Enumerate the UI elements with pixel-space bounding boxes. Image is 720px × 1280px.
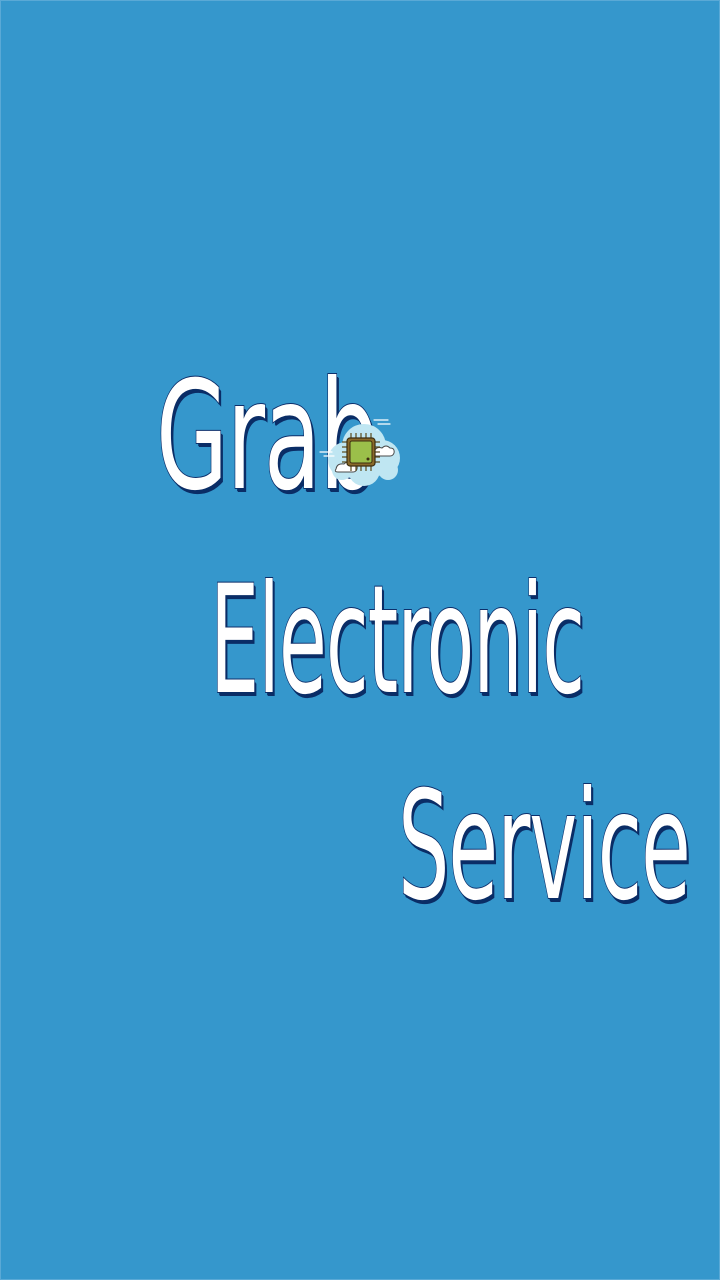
title-word-grab: Grab xyxy=(155,350,379,524)
cloud-chip-icon xyxy=(319,419,400,486)
title-word-electronic: Electronic xyxy=(209,554,585,728)
title-word-service: Service xyxy=(397,760,691,934)
